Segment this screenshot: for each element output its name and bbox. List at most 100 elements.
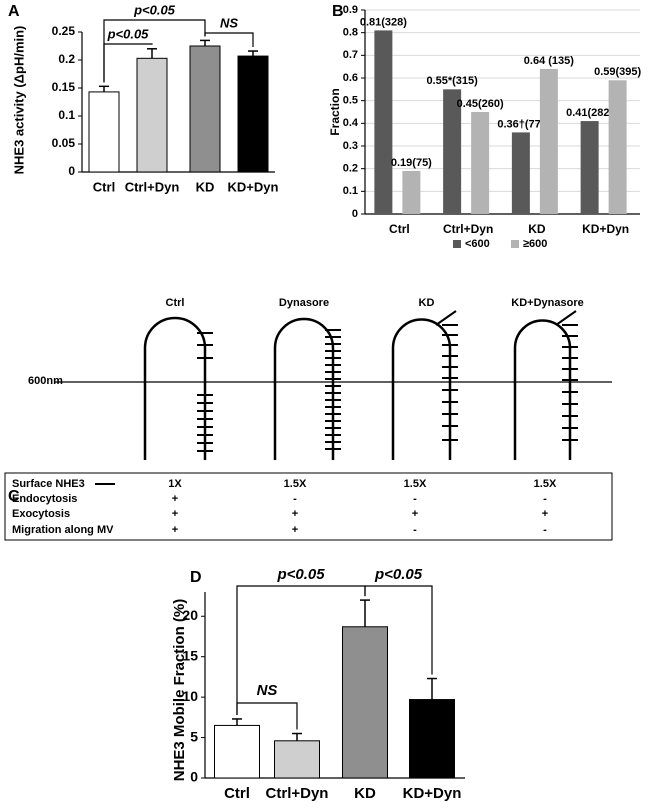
nhe3-mark xyxy=(555,310,577,326)
table-cell: 1X xyxy=(168,478,182,490)
significance-label: p<0.05 xyxy=(276,566,325,583)
y-axis-label: NHE3 activity (ΔpH/min) xyxy=(11,26,26,175)
y-tick-label: 0.1 xyxy=(343,185,358,197)
y-tick-label: 10 xyxy=(182,688,198,704)
significance-label: NS xyxy=(220,15,238,30)
bar xyxy=(237,55,269,173)
panel-label: D xyxy=(190,569,202,586)
y-tick-label: 0.3 xyxy=(343,140,358,152)
bar xyxy=(136,57,168,173)
nhe3-mark xyxy=(435,310,457,326)
microvillus xyxy=(513,319,572,460)
table-cell: + xyxy=(172,508,178,520)
x-tick-label: Ctrl+Dyn xyxy=(443,222,493,236)
y-tick-label: 0.2 xyxy=(343,163,358,175)
x-tick-label: KD xyxy=(196,179,215,194)
table-cell: - xyxy=(543,493,547,505)
table-cell: 1.5X xyxy=(404,478,427,490)
significance-bracket xyxy=(103,43,153,83)
table-cell: - xyxy=(293,493,297,505)
y-tick-label: 0.05 xyxy=(52,136,76,150)
y-tick-label: 0.1 xyxy=(58,108,75,122)
table-cell: 1.5X xyxy=(284,478,307,490)
panel-label: B xyxy=(332,3,344,20)
x-tick-label: Ctrl+Dyn xyxy=(266,785,329,802)
value-label: 0.59(395) xyxy=(594,66,641,78)
bar xyxy=(471,112,490,214)
value-label: 0.41(282) xyxy=(566,107,613,119)
row-label: Endocytosis xyxy=(12,493,77,505)
y-tick-label: 0.7 xyxy=(343,49,358,61)
y-axis-label: Fraction xyxy=(328,88,342,135)
significance-label: NS xyxy=(257,682,278,699)
microvillus xyxy=(143,316,207,460)
y-tick-label: 0.9 xyxy=(343,4,358,16)
y-tick-label: 5 xyxy=(190,728,198,744)
y-tick-label: 0.8 xyxy=(343,27,358,39)
bar xyxy=(374,30,393,215)
bar xyxy=(402,170,421,214)
column-title: KD+Dynasore xyxy=(511,297,583,309)
row-label: Exocytosis xyxy=(12,508,70,520)
table-cell: 1.5X xyxy=(534,478,557,490)
value-label: 0.55*(315) xyxy=(426,75,478,87)
y-tick-label: 0.25 xyxy=(52,24,76,38)
panel-label: C xyxy=(8,488,20,505)
bar xyxy=(443,89,462,214)
table-cell: - xyxy=(413,493,417,505)
x-tick-label: Ctrl xyxy=(224,785,250,802)
x-tick-label: KD xyxy=(354,785,376,802)
x-tick-label: KD xyxy=(528,222,546,236)
bar xyxy=(608,80,627,215)
table-cell: + xyxy=(412,508,418,520)
y-tick-label: 0 xyxy=(190,769,198,785)
y-tick-label: 0.6 xyxy=(343,72,358,84)
significance-label: p<0.05 xyxy=(374,566,423,583)
bar xyxy=(342,626,388,779)
value-label: 0.36†(77) xyxy=(497,118,544,130)
x-tick-label: KD+Dyn xyxy=(403,785,462,802)
bar xyxy=(511,132,530,214)
bar xyxy=(88,91,120,173)
legend-label: ≥600 xyxy=(523,238,547,250)
row-label: Migration along MV xyxy=(12,524,114,536)
column-title: Dynasore xyxy=(279,297,329,309)
table-box xyxy=(4,472,613,541)
column-title: KD xyxy=(419,297,435,309)
bar xyxy=(409,699,455,779)
table-cell: + xyxy=(542,508,548,520)
table-cell: + xyxy=(292,524,298,536)
y-tick-label: 0.15 xyxy=(52,80,76,94)
y-tick-label: 0 xyxy=(68,164,75,178)
x-tick-label: Ctrl+Dyn xyxy=(125,179,180,194)
value-label: 0.19(75) xyxy=(391,157,432,169)
table-cell: - xyxy=(413,524,417,536)
x-tick-label: Ctrl xyxy=(93,179,115,194)
legend-swatch xyxy=(511,240,519,248)
x-tick-label: KD+Dyn xyxy=(582,222,629,236)
value-label: 0.45(260) xyxy=(457,98,504,110)
significance-bracket xyxy=(204,32,254,48)
y-tick-label: 0.4 xyxy=(343,117,359,129)
panel-label: A xyxy=(8,3,20,20)
value-label: 0.81(328) xyxy=(360,16,407,28)
bar xyxy=(274,740,320,779)
y-tick-label: 0 xyxy=(352,208,358,220)
legend-swatch xyxy=(453,240,461,248)
significance-label: p<0.05 xyxy=(107,26,150,41)
row-label: Surface NHE3 xyxy=(12,478,85,490)
y-tick-label: 20 xyxy=(182,607,198,623)
significance-bracket xyxy=(236,702,298,730)
x-tick-label: KD+Dyn xyxy=(228,179,279,194)
reference-label: 600nm xyxy=(28,375,63,387)
legend-label: <600 xyxy=(465,238,490,250)
y-tick-label: 15 xyxy=(182,647,198,663)
x-tick-label: Ctrl xyxy=(389,222,410,236)
bar xyxy=(214,724,260,779)
bar xyxy=(539,68,558,214)
table-cell: + xyxy=(292,508,298,520)
table-cell: - xyxy=(543,524,547,536)
microvillus xyxy=(391,318,452,460)
microvillus xyxy=(273,317,335,460)
